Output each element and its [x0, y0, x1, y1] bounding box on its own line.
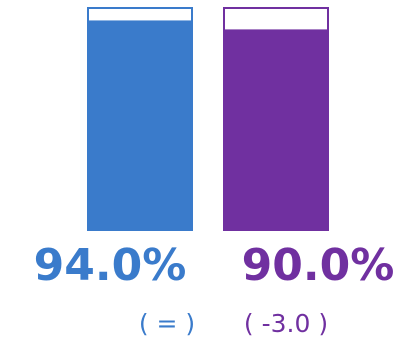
bar-1-change-label: ( = ) — [138, 309, 196, 338]
bar-2-value-label: 90.0% — [241, 240, 395, 291]
bar-1-value-label: 94.0% — [33, 240, 187, 291]
bar-2 — [223, 29, 329, 232]
bar-1 — [87, 20, 193, 231]
bar-2-change-label: ( -3.0 ) — [243, 309, 329, 338]
